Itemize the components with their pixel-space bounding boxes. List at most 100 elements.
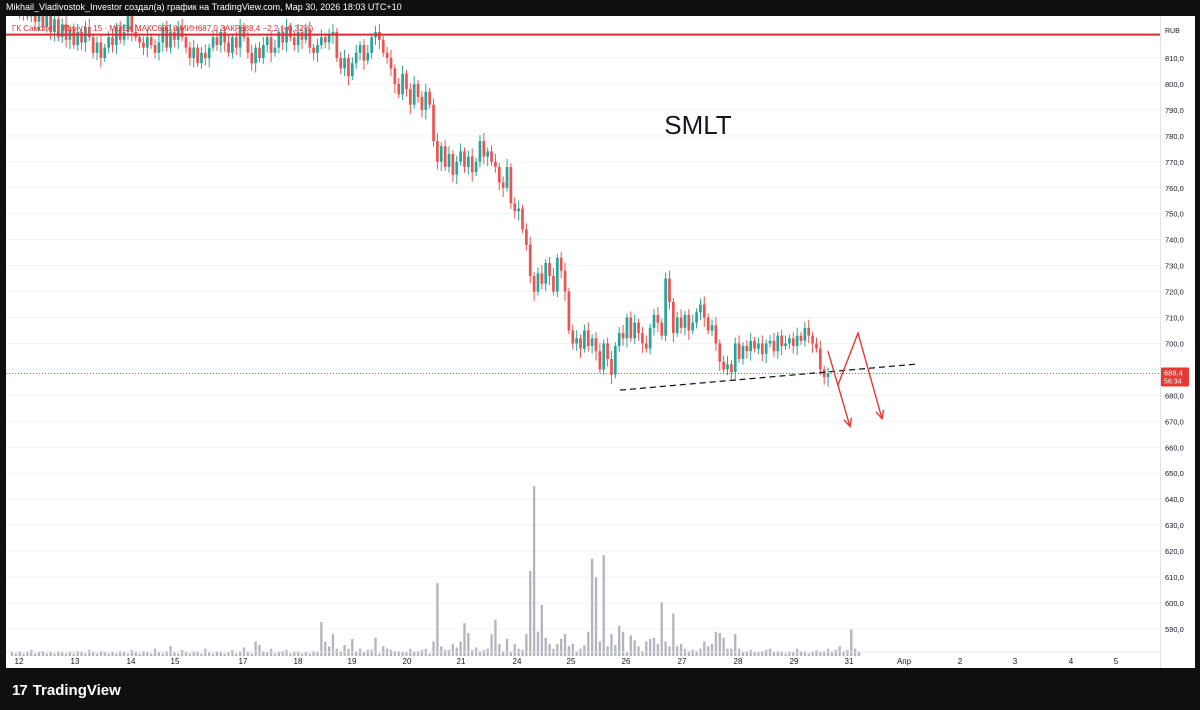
candle-body — [316, 45, 319, 53]
candle-body — [242, 26, 246, 38]
candle-body — [250, 52, 254, 64]
volume-bar — [548, 643, 551, 656]
candle-body — [702, 304, 706, 318]
candle-body — [196, 47, 199, 64]
candle-body — [138, 37, 141, 43]
volume-bar — [138, 653, 141, 656]
volume-bar — [49, 652, 52, 656]
candle-body — [641, 333, 644, 344]
candle-body — [753, 340, 756, 349]
candle-body — [625, 317, 629, 339]
volume-bar — [703, 641, 706, 656]
candle-body — [788, 338, 791, 344]
volume-bar — [374, 637, 377, 656]
volume-bar — [173, 652, 176, 656]
volume-bar — [432, 641, 435, 656]
price-tick-label: 630,0 — [1165, 521, 1184, 530]
chart-header: Mikhail_Vladivostok_Investor создал(а) г… — [6, 0, 1160, 16]
candle-body — [389, 58, 393, 69]
candle-body — [486, 151, 490, 157]
volume-bars — [10, 486, 861, 656]
volume-bar — [33, 653, 37, 656]
tradingview-logo[interactable]: 17 TradingView — [12, 682, 121, 699]
candle-body — [107, 37, 110, 48]
volume-bar — [76, 651, 79, 656]
volume-bar — [64, 653, 68, 656]
candle-body — [660, 322, 664, 336]
candle-body — [207, 47, 211, 58]
volume-bar — [676, 646, 679, 656]
x-tick-label: 14 — [127, 657, 136, 666]
candle-body — [277, 32, 281, 48]
candle-body — [231, 37, 234, 53]
price-tick-label: 780,0 — [1165, 132, 1184, 141]
candle-body — [393, 68, 397, 84]
volume-bar — [126, 653, 130, 656]
volume-bar — [92, 652, 95, 656]
volume-bar — [672, 613, 675, 656]
volume-bar — [447, 649, 451, 656]
candle-body — [354, 52, 358, 64]
volume-bar — [734, 634, 737, 656]
candle-body — [652, 314, 656, 328]
volume-bar — [146, 652, 149, 656]
volume-bar — [633, 640, 636, 656]
volume-bar — [819, 652, 822, 656]
volume-bar — [192, 651, 195, 656]
volume-bar — [610, 634, 613, 656]
price-axis-svg: RUB 810,0 800,0 790,0 780,0 770,0 760,0 750,0 7… — [1161, 28, 1189, 634]
candle-body — [234, 37, 238, 48]
candle-body — [571, 330, 575, 344]
symbol-legend[interactable]: ГК Самолет · Минут · 15 · MOEX МАКС690,8… — [12, 24, 314, 33]
volume-bar — [753, 652, 756, 656]
candle-body — [513, 203, 517, 212]
volume-bar — [857, 652, 861, 656]
volume-bar — [262, 651, 265, 656]
candle-body — [509, 166, 513, 204]
candle-body — [323, 37, 327, 43]
volume-bar — [765, 649, 768, 656]
volume-bar — [84, 653, 87, 656]
candle-body — [91, 37, 95, 53]
candle-body — [555, 257, 559, 292]
volume-bar — [815, 649, 818, 656]
volume-bar — [478, 651, 482, 656]
candle-body — [656, 314, 660, 323]
volume-bar — [850, 629, 853, 656]
volume-bar — [26, 652, 29, 656]
candle-body — [791, 338, 795, 347]
x-tick-label: 27 — [678, 657, 687, 666]
x-tick-label: 4 — [1069, 657, 1074, 666]
candle-body — [269, 37, 273, 53]
currency-label: RUB — [1165, 28, 1180, 35]
candle-body — [540, 273, 544, 284]
candle-body — [443, 146, 447, 167]
candle-body — [563, 270, 567, 292]
volume-bar — [532, 486, 536, 656]
candle-body — [80, 32, 83, 43]
bar-countdown: 56:34 — [1164, 379, 1182, 386]
volume-bar — [502, 651, 505, 656]
candle-body — [408, 89, 412, 105]
candle-body — [474, 161, 478, 173]
candle-body — [610, 359, 613, 375]
volume-bar — [45, 653, 48, 656]
price-tick-label: 760,0 — [1165, 184, 1184, 193]
price-tick-label: 800,0 — [1165, 80, 1184, 89]
volume-bar — [792, 652, 795, 656]
candle-body — [118, 26, 122, 40]
x-tick-label: 28 — [734, 657, 743, 666]
candle-body — [219, 32, 223, 46]
volume-bar — [161, 653, 164, 656]
volume-bar — [830, 652, 834, 656]
candle-body — [99, 42, 103, 58]
volume-bar — [467, 632, 470, 656]
volume-bar — [780, 652, 783, 656]
volume-bar — [823, 651, 826, 656]
candlestick-chart[interactable]: 12 13 14 15 17 18 19 20 21 24 25 26 27 28 29 31 Апр 2 3 4 5 … — [6, 0, 1160, 668]
candle-body — [87, 26, 91, 38]
price-tick-label: 730,0 — [1165, 262, 1184, 271]
chart-plot-area[interactable]: 12 13 14 15 17 18 19 20 21 24 25 26 27 28 29 31 Апр 2 3 4 5 … — [6, 0, 1160, 668]
candle-body — [370, 37, 374, 53]
price-axis[interactable]: RUB 810,0 800,0 790,0 780,0 770,0 760,0 750,0 7… — [1160, 16, 1195, 668]
